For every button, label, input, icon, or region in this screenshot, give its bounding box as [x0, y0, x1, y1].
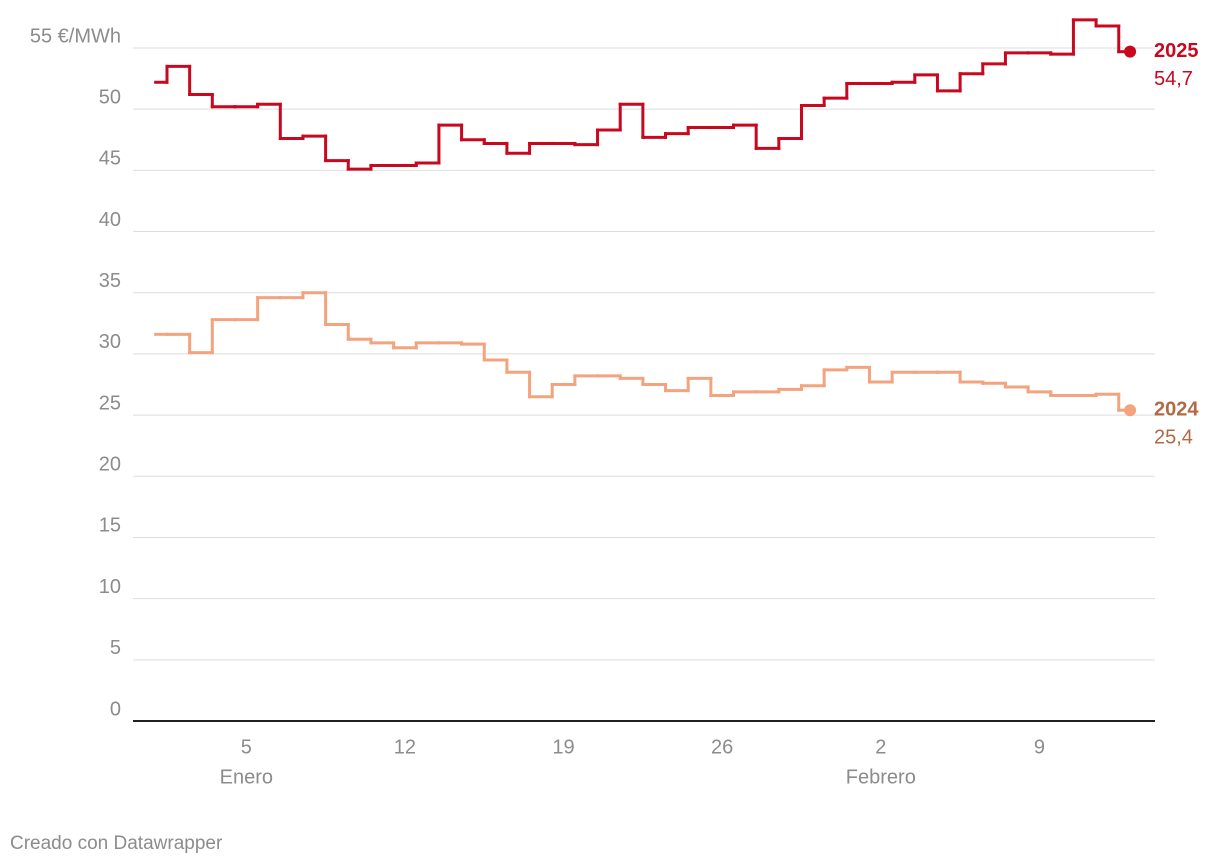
x-tick-label: 12	[394, 736, 416, 758]
month-label: Enero	[220, 766, 273, 788]
series-label: 2024	[1154, 398, 1199, 420]
y-tick-label: 50	[99, 86, 121, 108]
y-tick-label: 5	[110, 637, 121, 659]
y-tick-label: 25	[99, 392, 121, 414]
y-tick-label: 10	[99, 576, 121, 598]
series-label: 2025	[1154, 40, 1199, 62]
y-tick-label: 0	[110, 698, 121, 720]
value-label: 54,7	[1154, 68, 1193, 90]
end-dot	[1124, 404, 1137, 417]
y-tick-label: 40	[99, 209, 121, 231]
end-dot	[1124, 45, 1137, 58]
x-tick-label: 9	[1034, 736, 1045, 758]
y-tick-label: 55 €/MWh	[30, 25, 121, 47]
x-tick-label: 5	[241, 736, 252, 758]
y-tick-label: 45	[99, 148, 121, 170]
y-tick-label: 20	[99, 454, 121, 476]
x-tick-label: 19	[552, 736, 574, 758]
x-tick-label: 2	[875, 736, 886, 758]
footer: Creado con Datawrapper	[10, 833, 223, 854]
value-label: 25,4	[1154, 426, 1193, 448]
y-tick-label: 15	[99, 515, 121, 537]
x-tick-label: 26	[711, 736, 733, 758]
y-tick-label: 35	[99, 270, 121, 292]
month-label: Febrero	[846, 766, 916, 788]
y-tick-label: 30	[99, 331, 121, 353]
